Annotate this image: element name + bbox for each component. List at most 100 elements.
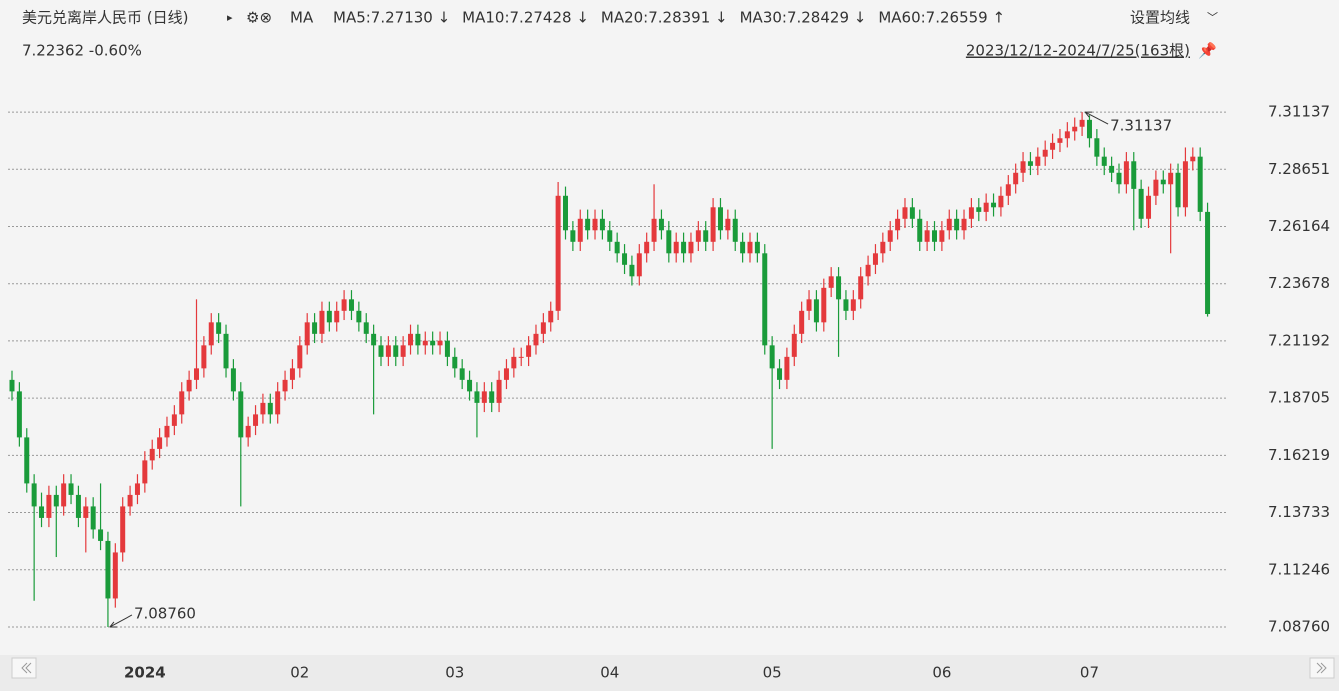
candle-body — [385, 345, 391, 357]
candle-body — [186, 379, 192, 392]
candle-body — [1057, 138, 1063, 143]
candle-body — [909, 207, 915, 219]
candle-body — [201, 345, 207, 369]
candle-body — [503, 368, 509, 380]
candle-body — [976, 207, 982, 212]
y-tick-label: 7.23678 — [1268, 274, 1330, 292]
candle-body — [924, 230, 930, 242]
candle-body — [474, 391, 480, 403]
candle-body — [614, 241, 620, 254]
candle-body — [887, 230, 893, 242]
candle-body — [998, 195, 1004, 208]
pin-icon[interactable]: 📌 — [1198, 41, 1217, 60]
candle-body — [430, 340, 436, 346]
candle-body — [850, 299, 856, 311]
candle-body — [1175, 172, 1181, 208]
candle-body — [1005, 184, 1011, 196]
candle-body — [946, 218, 952, 231]
candle-body — [599, 218, 605, 231]
candle-body — [533, 333, 539, 346]
candle-body — [282, 379, 288, 392]
y-tick-label: 7.08760 — [1268, 617, 1330, 635]
candle-body — [245, 425, 251, 438]
candle-body — [1146, 195, 1152, 219]
candle-body — [68, 483, 74, 495]
settings-icons[interactable]: ⚙⊗ — [246, 9, 272, 27]
candle-body — [592, 218, 598, 231]
settings-button[interactable]: 设置均线 — [1130, 9, 1190, 27]
candle-body — [341, 299, 347, 311]
candle-body — [16, 391, 22, 438]
candle-body — [53, 494, 59, 507]
date-range[interactable]: 2023/12/12-2024/7/25(163根) — [966, 42, 1190, 60]
candle-body — [1094, 138, 1100, 157]
max-label: 7.31137 — [1110, 117, 1172, 135]
candle-body — [740, 241, 746, 254]
candle-body — [9, 379, 15, 392]
candle-body — [784, 356, 790, 380]
candle-body — [791, 333, 797, 357]
y-tick-label: 7.13733 — [1268, 503, 1330, 521]
candle-body — [843, 299, 849, 311]
candle-body — [658, 218, 664, 231]
candle-body — [991, 202, 997, 208]
candle-body — [1050, 142, 1056, 150]
candle-body — [1205, 211, 1211, 315]
candle-body — [319, 310, 325, 334]
candle-body — [968, 207, 974, 219]
candle-body — [459, 368, 465, 380]
candle-body — [865, 264, 871, 277]
candle-body — [134, 483, 140, 495]
x-tick-label: 04 — [600, 664, 619, 682]
candle-body — [954, 218, 960, 231]
candle-body — [149, 448, 155, 461]
x-tick-label: 07 — [1080, 664, 1099, 682]
annotation-arrow — [1084, 111, 1109, 125]
candle-body — [585, 218, 591, 231]
candle-body — [61, 483, 67, 507]
candle-body — [836, 276, 842, 300]
candle-body — [75, 494, 81, 518]
candle-body — [120, 506, 126, 553]
candle-body — [703, 230, 709, 242]
candle-body — [1027, 161, 1033, 166]
annotation-arrowhead — [1084, 111, 1093, 118]
candle-body — [312, 322, 318, 334]
candle-body — [747, 241, 753, 254]
candle-body — [526, 345, 532, 357]
candle-body — [555, 195, 561, 311]
candle-body — [371, 333, 377, 346]
candle-body — [230, 368, 236, 392]
candle-body — [563, 195, 568, 231]
candle-body — [880, 241, 886, 254]
candle-body — [297, 345, 303, 369]
scroll-left[interactable] — [11, 657, 37, 679]
candle-body — [1072, 126, 1078, 132]
candle-body — [1153, 179, 1159, 196]
y-tick-label: 7.11246 — [1268, 560, 1330, 578]
ma-label: MA10:7.27428 ↓ — [462, 9, 589, 27]
candle-body — [806, 299, 812, 311]
candle-body — [356, 310, 362, 323]
scroll-left-icon — [21, 662, 32, 674]
candle-body — [644, 241, 650, 254]
y-tick-label: 7.18705 — [1268, 389, 1330, 407]
menu-arrow[interactable]: ▸ — [227, 11, 233, 24]
candle-body — [1020, 161, 1026, 173]
candle-body — [895, 218, 901, 231]
candle-body — [260, 402, 266, 415]
candle-body — [1086, 119, 1092, 139]
candle-body — [511, 356, 517, 369]
candle-body — [983, 202, 989, 212]
scroll-right-icon — [1316, 662, 1327, 674]
candle-body — [223, 333, 229, 369]
candle-body — [518, 356, 524, 358]
candle-body — [489, 391, 495, 403]
candle-body — [496, 379, 502, 403]
candle-body — [777, 368, 783, 380]
candle-body — [710, 207, 716, 242]
candle-body — [1013, 172, 1019, 185]
indicator: MA — [290, 9, 314, 27]
candle-body — [717, 207, 723, 231]
